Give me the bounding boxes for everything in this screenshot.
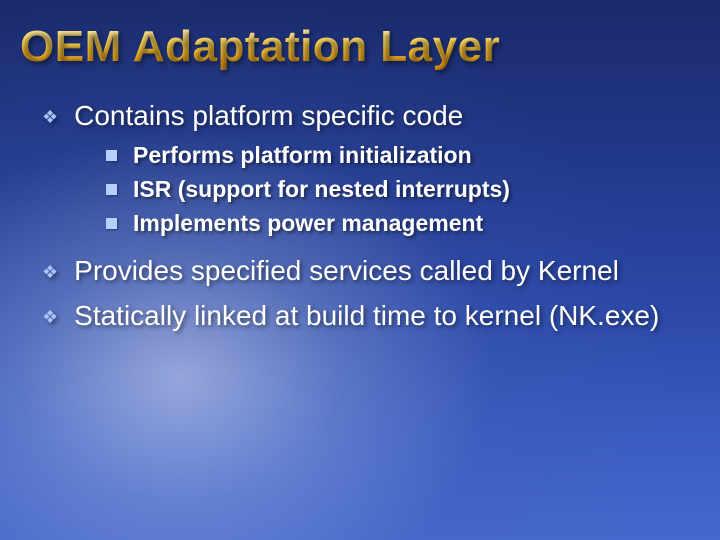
square-icon xyxy=(106,150,117,161)
slide-title: OEM Adaptation Layer xyxy=(20,24,700,70)
bullet-text: Contains platform specific code xyxy=(74,98,700,133)
bullet-l2: Performs platform initialization xyxy=(106,141,700,171)
slide: OEM Adaptation Layer ❖ Contains platform… xyxy=(0,0,720,540)
bullet-l2: Implements power management xyxy=(106,209,700,239)
bullet-text: ISR (support for nested interrupts) xyxy=(133,175,700,205)
diamond-icon: ❖ xyxy=(42,306,58,329)
bullet-l1: ❖ Contains platform specific code xyxy=(42,98,700,133)
bullet-text: Performs platform initialization xyxy=(133,141,700,171)
diamond-icon: ❖ xyxy=(42,261,58,284)
bullet-text: Provides specified services called by Ke… xyxy=(74,253,700,288)
bullet-l1: ❖ Statically linked at build time to ker… xyxy=(42,298,700,333)
bullet-l1: ❖ Provides specified services called by … xyxy=(42,253,700,288)
bullet-text: Implements power management xyxy=(133,209,700,239)
sub-bullet-block: Performs platform initialization ISR (su… xyxy=(20,141,700,239)
square-icon xyxy=(106,184,117,195)
square-icon xyxy=(106,218,117,229)
bullet-l2: ISR (support for nested interrupts) xyxy=(106,175,700,205)
diamond-icon: ❖ xyxy=(42,106,58,129)
bullet-text: Statically linked at build time to kerne… xyxy=(74,298,700,333)
